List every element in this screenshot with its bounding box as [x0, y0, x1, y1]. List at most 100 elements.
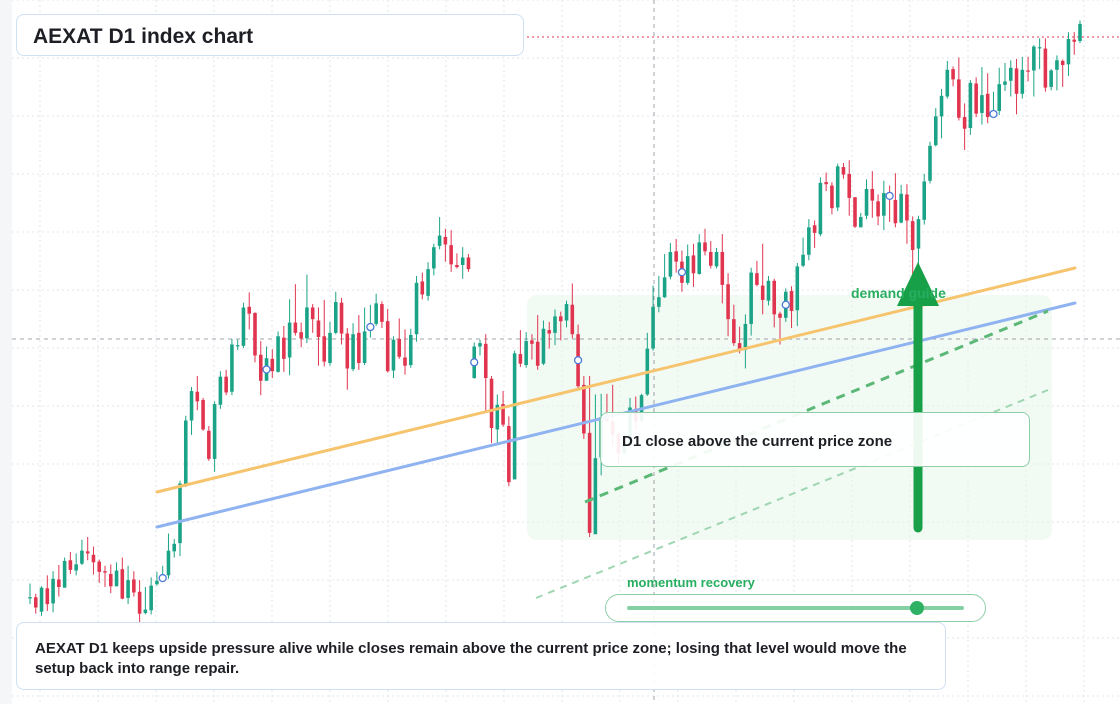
candle[interactable] [33, 593, 38, 614]
candle[interactable] [137, 580, 142, 627]
candle[interactable] [322, 299, 327, 367]
candle[interactable] [91, 546, 96, 575]
candle[interactable] [287, 299, 292, 376]
candle[interactable] [708, 241, 713, 269]
candle[interactable] [132, 571, 136, 597]
candle[interactable] [1026, 56, 1030, 82]
candle[interactable] [455, 253, 459, 269]
candle[interactable] [945, 60, 950, 99]
candle[interactable] [847, 160, 852, 216]
candle[interactable] [391, 336, 396, 379]
candle[interactable] [189, 386, 194, 435]
candle[interactable] [426, 262, 430, 301]
candle[interactable] [1066, 32, 1071, 76]
candle[interactable] [276, 331, 280, 373]
candle[interactable] [760, 243, 765, 315]
candle[interactable] [968, 80, 973, 135]
candle[interactable] [230, 339, 234, 396]
candle[interactable] [345, 328, 350, 390]
candle[interactable] [333, 291, 338, 335]
candle[interactable] [310, 304, 315, 333]
candle[interactable] [801, 237, 805, 268]
candle[interactable] [864, 179, 869, 220]
candle[interactable] [1032, 45, 1036, 97]
candle[interactable] [1060, 59, 1065, 87]
candle[interactable] [887, 185, 892, 222]
candle[interactable] [443, 228, 448, 262]
candle[interactable] [893, 173, 898, 228]
candle[interactable] [432, 243, 436, 276]
candle[interactable] [247, 292, 252, 330]
candle[interactable] [80, 539, 84, 566]
candle[interactable] [835, 163, 840, 211]
candle[interactable] [974, 77, 978, 118]
candle[interactable] [795, 262, 800, 326]
candle[interactable] [743, 314, 748, 369]
candle[interactable] [910, 216, 915, 277]
candle[interactable] [939, 88, 944, 139]
candle[interactable] [149, 577, 153, 615]
candle[interactable] [714, 247, 719, 269]
candle[interactable] [241, 302, 246, 348]
candle[interactable] [207, 426, 211, 461]
candle[interactable] [651, 285, 655, 351]
candle[interactable] [212, 401, 217, 472]
candle[interactable] [541, 320, 546, 366]
candle[interactable] [518, 330, 523, 368]
candle[interactable] [85, 536, 90, 561]
candle[interactable] [460, 247, 465, 279]
candle[interactable] [403, 329, 407, 375]
candle[interactable] [143, 586, 148, 615]
candle[interactable] [374, 293, 378, 326]
candle[interactable] [957, 57, 961, 121]
candle[interactable] [703, 228, 707, 256]
candle[interactable] [749, 267, 753, 336]
candle[interactable] [951, 66, 955, 87]
candle[interactable] [807, 219, 811, 261]
candle[interactable] [39, 586, 44, 616]
candle[interactable] [97, 559, 102, 583]
candle[interactable] [905, 184, 909, 244]
candle[interactable] [483, 334, 488, 413]
candle[interactable] [385, 308, 390, 373]
candle[interactable] [437, 217, 442, 250]
candle[interactable] [253, 312, 257, 363]
candle[interactable] [1055, 55, 1059, 91]
candle[interactable] [305, 274, 309, 344]
candle[interactable] [720, 234, 725, 304]
candle[interactable] [466, 254, 471, 272]
candle[interactable] [339, 297, 344, 345]
candle[interactable] [258, 341, 263, 396]
candle[interactable] [178, 480, 182, 557]
candle[interactable] [368, 304, 373, 338]
candle[interactable] [126, 565, 130, 605]
candle[interactable] [870, 171, 875, 218]
momentum-slider[interactable] [605, 594, 986, 622]
candle[interactable] [57, 565, 61, 597]
candle[interactable] [524, 332, 528, 368]
candle[interactable] [166, 533, 171, 579]
candle[interactable] [564, 300, 569, 328]
candle[interactable] [351, 323, 355, 372]
candle[interactable] [1020, 56, 1025, 99]
candle[interactable] [674, 238, 678, 273]
candle[interactable] [316, 307, 321, 366]
candle[interactable] [224, 369, 228, 396]
candle[interactable] [818, 177, 823, 237]
candle[interactable] [74, 553, 78, 576]
candle[interactable] [357, 315, 361, 370]
candle[interactable] [51, 571, 55, 613]
candle[interactable] [962, 103, 967, 150]
candle[interactable] [420, 272, 425, 300]
candle[interactable] [570, 283, 575, 339]
candle[interactable] [858, 212, 863, 228]
candle[interactable] [662, 254, 667, 298]
candle[interactable] [558, 311, 563, 341]
candle[interactable] [985, 73, 990, 124]
candle[interactable] [380, 301, 384, 329]
candle[interactable] [980, 67, 984, 125]
candle[interactable] [732, 304, 736, 346]
candle[interactable] [1003, 62, 1007, 92]
candle[interactable] [120, 557, 125, 600]
candle[interactable] [28, 583, 32, 605]
